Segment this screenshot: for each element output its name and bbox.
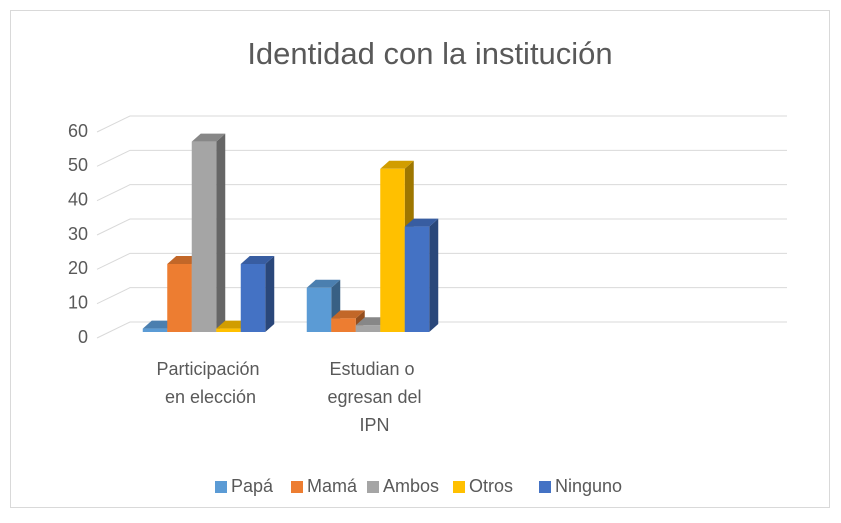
bar — [404, 226, 430, 332]
bar-top — [404, 218, 439, 227]
bar-top — [331, 310, 365, 319]
y-tick-label: 40 — [68, 189, 88, 209]
chart-title: Identidad con la institución — [247, 36, 612, 71]
y-tick-label: 0 — [78, 327, 88, 347]
legend-label: Mamá — [307, 476, 358, 496]
legend-swatch — [215, 481, 227, 493]
bar-top — [380, 160, 414, 169]
grid-line — [96, 252, 787, 270]
bar-top — [240, 256, 275, 264]
legend-swatch — [291, 481, 303, 493]
grid-line — [96, 287, 787, 305]
grid-line — [96, 149, 787, 167]
bar-top — [191, 133, 226, 142]
legend-swatch — [539, 481, 551, 493]
bar — [355, 325, 381, 332]
bar — [167, 264, 192, 332]
bar — [331, 318, 356, 332]
y-tick-label: 50 — [68, 155, 88, 175]
x-tick-label: Estudian o egresan del IPN — [322, 359, 421, 435]
y-tick-label: 10 — [68, 292, 88, 312]
legend-label: Papá — [231, 476, 274, 496]
bar-side — [265, 256, 275, 332]
y-tick-label: 30 — [68, 224, 88, 244]
bar — [380, 168, 405, 332]
grid-line — [96, 218, 787, 236]
bar — [216, 328, 241, 332]
legend-label: Ambos — [383, 476, 439, 496]
grid-line — [96, 321, 787, 339]
bar-side — [216, 133, 226, 332]
bar — [142, 328, 168, 332]
legend-swatch — [367, 481, 379, 493]
bar — [191, 141, 217, 332]
bar-side — [429, 218, 439, 332]
bar — [240, 264, 266, 332]
y-tick-label: 20 — [68, 258, 88, 278]
legend-label: Otros — [469, 476, 513, 496]
bar — [306, 287, 332, 332]
x-tick-label: Participación en elección — [156, 359, 259, 407]
grid-line — [96, 184, 787, 202]
grid-line — [96, 115, 787, 133]
legend-label: Ninguno — [555, 476, 622, 496]
bar-top — [306, 279, 341, 288]
legend-swatch — [453, 481, 465, 493]
y-tick-label: 60 — [68, 121, 88, 141]
